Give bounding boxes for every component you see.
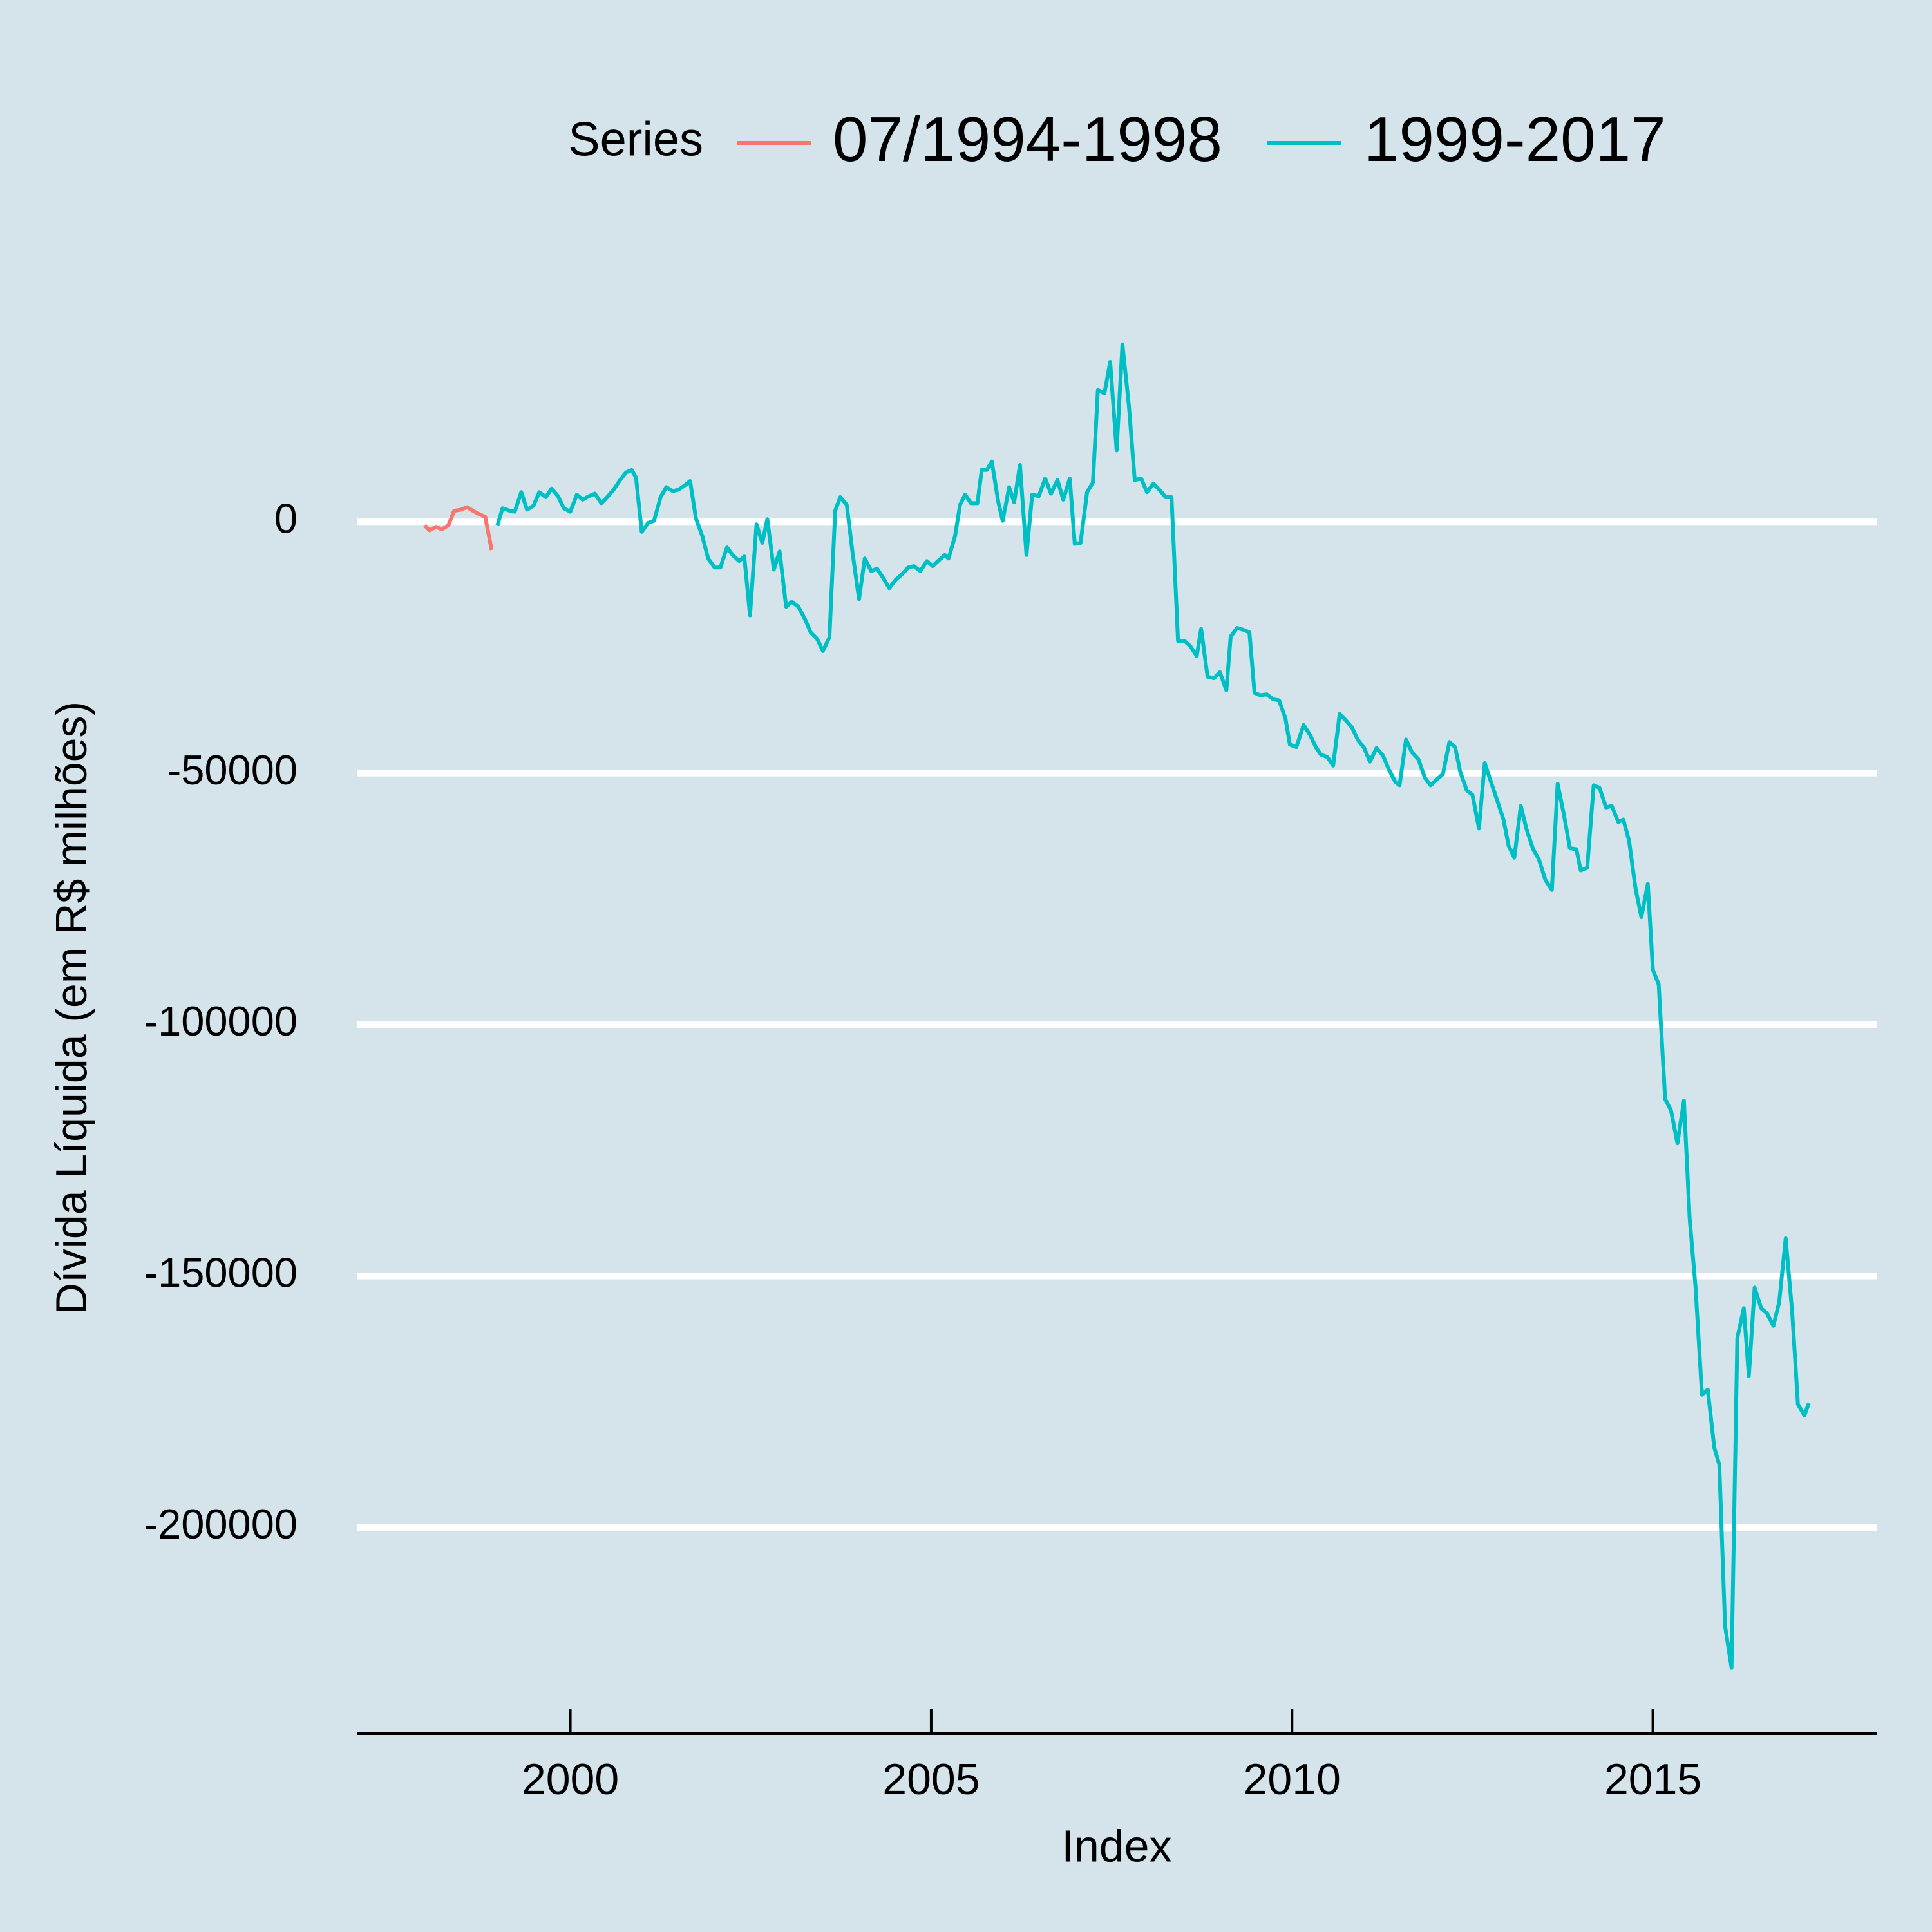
x-tick-label: 2015 <box>1604 1755 1701 1804</box>
y-tick-label: -100000 <box>144 998 298 1045</box>
y-tick-label: -200000 <box>144 1501 298 1548</box>
x-tick-label: 2000 <box>522 1755 619 1804</box>
legend-label: 1999-2017 <box>1364 104 1666 175</box>
legend-title: Series <box>568 113 703 166</box>
x-axis-title: Index <box>1061 1821 1171 1871</box>
x-tick-label: 2010 <box>1244 1755 1341 1804</box>
y-axis-title: Dívida Líquida (em R$ milhões) <box>47 701 96 1314</box>
series-line <box>423 505 494 551</box>
y-tick-label: 0 <box>274 495 298 542</box>
y-tick-label: -50000 <box>167 746 298 793</box>
legend-label: 07/1994-1998 <box>833 104 1222 175</box>
series-line <box>495 342 1811 1670</box>
x-tick-label: 2005 <box>882 1755 980 1804</box>
y-tick-label: -150000 <box>144 1249 298 1296</box>
